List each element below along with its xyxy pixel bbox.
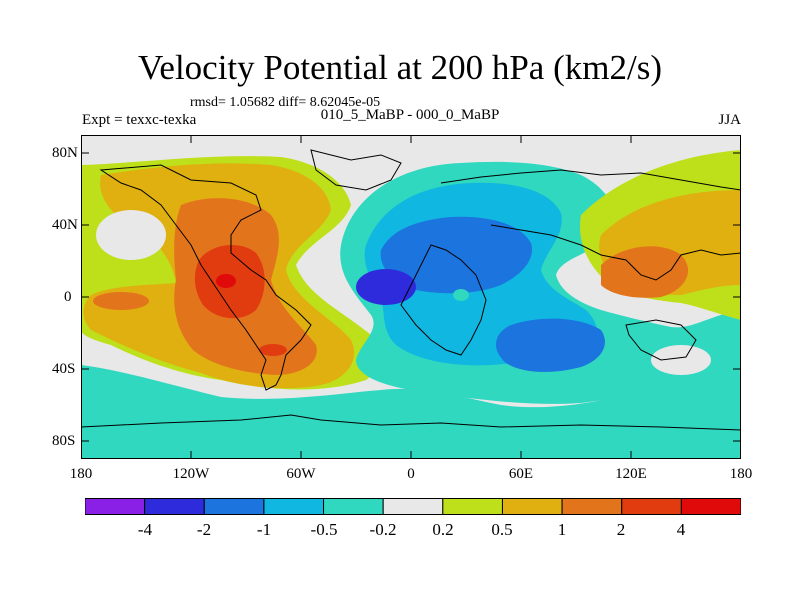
contour-band-west-max	[216, 274, 236, 288]
lon-label-0: 0	[407, 466, 415, 482]
colorbar-swatch	[85, 498, 146, 515]
contour-band-west-2b	[259, 344, 287, 356]
colorbar-swatch	[621, 498, 682, 515]
lon-ticks	[190, 135, 632, 459]
expt-label: Expt = texxc-texka	[82, 112, 197, 128]
lon-label-120e: 120E	[615, 466, 647, 482]
coastlines	[81, 149, 741, 431]
contour-band-east-2	[380, 216, 532, 294]
lat-label-0: 0	[64, 289, 72, 305]
colorbar-swatch	[144, 498, 205, 515]
velocity-potential-map	[81, 135, 741, 459]
case-label: 010_5_MaBP - 000_0_MaBP	[320, 107, 500, 123]
colorbar-label: -4	[137, 520, 153, 539]
colorbar-swatch	[442, 498, 503, 515]
colorbar-label: 0.2	[432, 520, 454, 539]
stats-text: rmsd= 1.05682 diff= 8.62045e-05	[190, 95, 381, 110]
colorbar-label: -0.2	[369, 520, 397, 539]
lon-label-60e: 60E	[508, 466, 534, 482]
neutral-pocket-australia	[651, 345, 711, 375]
lat-label-80n: 80N	[52, 145, 78, 161]
contour-band-east-min	[356, 269, 416, 305]
colorbar-swatch	[382, 498, 444, 515]
contour-band-east-2b	[495, 318, 605, 372]
contour-band-south-neg	[81, 365, 741, 459]
colorbar-swatch	[501, 498, 563, 515]
colorbar-swatch	[203, 498, 265, 515]
colorbar-swatch	[263, 498, 325, 515]
colorbar	[85, 498, 741, 515]
colorbar-label: -0.5	[310, 520, 338, 539]
neutral-pocket-pacific	[96, 210, 166, 260]
colorbar-swatch	[323, 498, 384, 515]
lon-label-120w: 120W	[172, 466, 210, 482]
lat-label-40n: 40N	[52, 217, 78, 233]
colorbar-label: 0.5	[491, 520, 513, 539]
colorbar-label: 1	[557, 520, 567, 539]
lat-ticks	[81, 152, 741, 442]
lon-label-60w: 60W	[286, 466, 316, 482]
neutral-pocket-africa	[453, 289, 469, 301]
lat-label-40s: 40S	[52, 361, 76, 377]
contour-band-west-1b	[93, 292, 149, 310]
colorbar-swatch	[680, 498, 741, 515]
season-label: JJA	[718, 112, 741, 128]
colorbar-swatch	[561, 498, 623, 515]
chart-title: Velocity Potential at 200 hPa (km2/s)	[138, 48, 662, 87]
colorbar-label: 4	[676, 520, 686, 539]
lon-label-180e: 180	[729, 466, 753, 482]
colorbar-label: 2	[616, 520, 626, 539]
lon-label-180w: 180	[69, 466, 93, 482]
colorbar-label: -2	[196, 520, 212, 539]
lat-label-80s: 80S	[52, 433, 76, 449]
colorbar-label: -1	[256, 520, 272, 539]
